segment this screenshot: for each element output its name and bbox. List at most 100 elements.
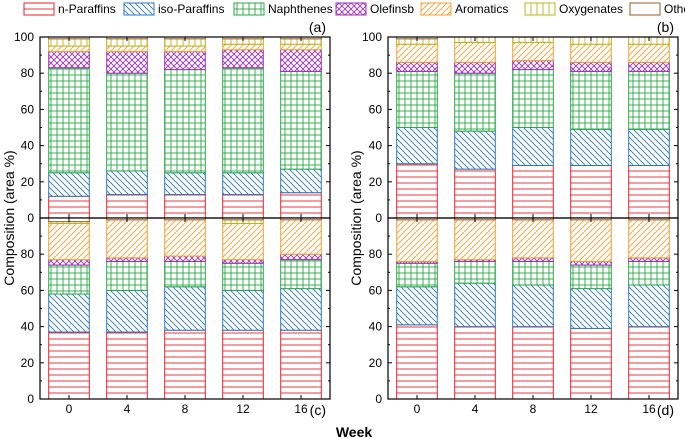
legend-item-oxygenates: Oxygenates bbox=[524, 2, 623, 16]
bar-segment-olefinsb bbox=[222, 49, 264, 69]
legend-label-iso-paraffins: iso-Paraffins bbox=[158, 2, 224, 16]
bar-segment-aromatics bbox=[454, 41, 496, 63]
bar-segment-aromatics bbox=[512, 219, 554, 259]
x-tick-label-week-12: 12 bbox=[584, 402, 598, 416]
legend-swatch-iso-paraffins bbox=[123, 2, 155, 16]
bar-segment-n-paraffins bbox=[454, 326, 496, 400]
bar-segment-iso-paraffins bbox=[106, 170, 148, 195]
bar-segment-iso-paraffins bbox=[512, 284, 554, 328]
legend-item-others: Others bbox=[629, 2, 685, 16]
bar-segment-olefinsb bbox=[164, 255, 206, 262]
bar-segment-olefinsb bbox=[570, 260, 612, 266]
bar-segment-olefinsb bbox=[164, 50, 206, 71]
bar-segment-iso-paraffins bbox=[280, 168, 322, 194]
bar-segment-olefinsb bbox=[280, 49, 322, 72]
bar-segment-naphthenes bbox=[280, 70, 322, 170]
legend-item-n-paraffins: n-Paraffins bbox=[23, 2, 116, 16]
bar-segment-olefinsb bbox=[512, 60, 554, 71]
bar-segment-olefinsb bbox=[106, 50, 148, 74]
bar-segment-naphthenes bbox=[164, 260, 206, 288]
legend-swatch-n-paraffins bbox=[23, 2, 55, 16]
legend-label-olefinsb: Olefinsb bbox=[370, 2, 414, 16]
panel-label-b: (b) bbox=[657, 19, 674, 35]
bar-segment-naphthenes bbox=[280, 259, 322, 290]
bar-segment-aromatics bbox=[164, 219, 206, 257]
panel-b: 20 40 60 80 100 (b) bbox=[362, 19, 679, 219]
legend-label-n-paraffins: n-Paraffins bbox=[58, 2, 116, 16]
bar-segment-naphthenes bbox=[570, 70, 612, 130]
bar-segment-iso-paraffins bbox=[396, 127, 438, 165]
y-tick-label: 80 bbox=[21, 247, 35, 261]
bar-segment-iso-paraffins bbox=[48, 172, 90, 197]
bar-segment-n-paraffins bbox=[280, 329, 322, 400]
bar-segment-naphthenes bbox=[512, 260, 554, 286]
bar-segment-iso-paraffins bbox=[454, 282, 496, 328]
bar-segment-n-paraffins bbox=[396, 324, 438, 400]
bar-segment-olefinsb bbox=[396, 61, 438, 72]
y-axis-title-right: Composition (area %) bbox=[348, 150, 364, 285]
legend-item-olefinsb: Olefinsb bbox=[335, 2, 414, 16]
bar-segment-aromatics bbox=[222, 222, 264, 261]
bar-segment-n-paraffins bbox=[106, 331, 148, 400]
bar-segment-olefinsb bbox=[280, 253, 322, 261]
bar-segment-naphthenes bbox=[396, 70, 438, 128]
legend-swatch-others bbox=[629, 2, 661, 16]
y-tick-label: 0 bbox=[27, 392, 34, 406]
bar-segment-naphthenes bbox=[512, 69, 554, 128]
bar-segment-n-paraffins bbox=[396, 163, 438, 219]
y-tick-label: 40 bbox=[369, 139, 383, 153]
panel-c: 0 20 40 60 80 0 0 4 8 12 16 (c) bbox=[21, 211, 331, 418]
bar-segment-naphthenes bbox=[222, 67, 264, 174]
bar-segment-n-paraffins bbox=[570, 327, 612, 400]
bar-stack-week-16 bbox=[628, 36, 670, 219]
x-tick-label-week-16: 16 bbox=[294, 402, 308, 416]
bar-segment-aromatics bbox=[106, 219, 148, 259]
bar-segment-naphthenes bbox=[164, 69, 206, 174]
y-tick-label: 80 bbox=[369, 247, 383, 261]
bar-segment-iso-paraffins bbox=[396, 286, 438, 326]
bar-stack-week-8 bbox=[164, 217, 206, 400]
bar-stack-week-0 bbox=[48, 36, 90, 219]
y-tick-label: 20 bbox=[21, 356, 35, 370]
bar-segment-olefinsb bbox=[628, 61, 670, 72]
y-tick-label: 20 bbox=[369, 175, 383, 189]
y-tick-label: 60 bbox=[369, 102, 383, 116]
panel-label-a: (a) bbox=[309, 19, 326, 35]
y-tick-label: 60 bbox=[21, 102, 35, 116]
y-tick-label: 0 bbox=[375, 211, 382, 225]
bar-segment-aromatics bbox=[280, 43, 322, 51]
bar-segment-olefinsb bbox=[628, 257, 670, 262]
y-tick-label: 100 bbox=[14, 30, 34, 44]
x-tick-label-week-16: 16 bbox=[642, 402, 656, 416]
bar-segment-aromatics bbox=[454, 219, 496, 261]
bar-stack-week-16 bbox=[280, 217, 322, 400]
legend-item-naphthenes: Naphthenes bbox=[233, 2, 333, 16]
legend-label-naphthenes: Naphthenes bbox=[268, 2, 333, 16]
bar-segment-n-paraffins bbox=[48, 331, 90, 400]
x-tick-label-week-0: 0 bbox=[66, 402, 73, 416]
panel-d: 0 20 40 60 80 0 0 4 8 12 16 (d) bbox=[369, 211, 679, 418]
bar-segment-n-paraffins bbox=[628, 326, 670, 400]
legend-item-aromatics: Aromatics bbox=[420, 2, 508, 16]
x-tick-label-week-12: 12 bbox=[236, 402, 250, 416]
bar-segment-aromatics bbox=[628, 43, 670, 63]
x-tick-label-week-8: 8 bbox=[182, 402, 189, 416]
bar-segment-naphthenes bbox=[48, 264, 90, 295]
legend: n-Paraffins iso-Paraffins Naphthenes Olefin… bbox=[23, 2, 685, 16]
bar-segment-naphthenes bbox=[106, 260, 148, 291]
bar-segment-aromatics bbox=[164, 45, 206, 52]
bar-segment-iso-paraffins bbox=[222, 289, 264, 331]
bar-segment-n-paraffins bbox=[628, 165, 670, 219]
x-tick-label-week-4: 4 bbox=[472, 402, 479, 416]
bar-segment-iso-paraffins bbox=[454, 130, 496, 170]
bar-segment-n-paraffins bbox=[570, 165, 612, 219]
bar-segment-olefinsb bbox=[222, 259, 264, 264]
legend-label-others: Others bbox=[664, 2, 685, 16]
legend-label-aromatics: Aromatics bbox=[455, 2, 508, 16]
bar-segment-aromatics bbox=[48, 45, 90, 52]
panel-label-d: (d) bbox=[657, 402, 674, 418]
x-tick-label-week-0: 0 bbox=[414, 402, 421, 416]
legend-swatch-naphthenes bbox=[233, 2, 265, 16]
bar-segment-olefinsb bbox=[48, 259, 90, 266]
